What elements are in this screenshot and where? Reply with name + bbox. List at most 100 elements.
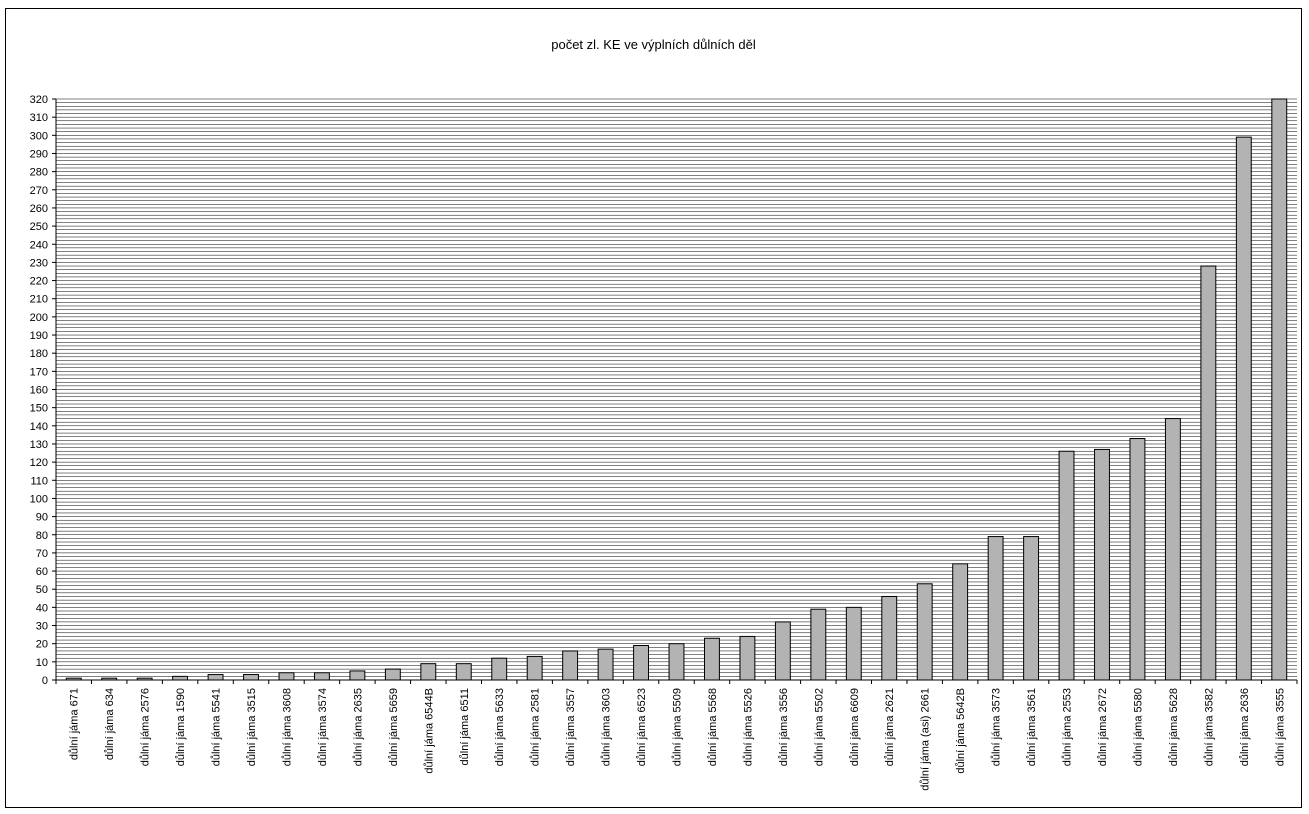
x-tick-label: důlní jáma 3603 (601, 688, 613, 766)
bar (1129, 438, 1146, 681)
bar (207, 674, 224, 681)
y-tick-label: 120 (30, 457, 48, 469)
y-tick-label: 90 (36, 512, 48, 524)
x-tick-label: důlní jáma 3556 (778, 688, 790, 766)
x-tick-label: důlní jáma 1590 (175, 688, 187, 766)
x-tick-label: důlní jáma 5502 (813, 688, 825, 766)
y-tick-label: 150 (30, 403, 48, 415)
y-tick-label: 160 (30, 385, 48, 397)
x-tick-label: důlní jáma 3515 (246, 688, 258, 766)
bar (987, 536, 1004, 681)
bar (491, 657, 508, 681)
bar (526, 655, 543, 681)
y-tick-label: 300 (30, 130, 48, 142)
x-tick-label: důlní jáma 3555 (1274, 688, 1286, 766)
bar (1164, 418, 1181, 681)
bar (136, 677, 153, 681)
y-tick-label: 270 (30, 185, 48, 197)
x-tick-label: důlní jáma 5633 (494, 688, 506, 766)
y-tick-label: 100 (30, 493, 48, 505)
x-tick-label: důlní jáma 3557 (565, 688, 577, 766)
y-tick-label: 50 (36, 584, 48, 596)
bar (420, 663, 437, 681)
y-tick-label: 30 (36, 621, 48, 633)
x-tick-label: důlní jáma 6544B (423, 688, 435, 774)
x-tick-label: důlní jáma 6511 (459, 688, 471, 765)
x-tick-label: důlní jáma 6609 (849, 688, 861, 766)
y-tick-label: 170 (30, 366, 48, 378)
y-tick-label: 310 (30, 112, 48, 124)
y-tick-label: 240 (30, 239, 48, 251)
x-tick-label: důlní jáma (asi) 2661 (920, 688, 932, 791)
x-tick-label: důlní jáma 6523 (636, 688, 648, 766)
bar (562, 650, 579, 681)
chart-title: počet zl. KE ve výplních důlních děl (551, 37, 756, 52)
x-tick-label: důlní jáma 3574 (317, 688, 329, 766)
x-tick-label: důlní jáma 5541 (211, 688, 223, 766)
bar (349, 670, 366, 681)
x-tick-label: důlní jáma 5509 (672, 688, 684, 766)
bar (1200, 265, 1217, 681)
y-tick-label: 220 (30, 276, 48, 288)
y-tick-label: 10 (36, 657, 48, 669)
x-tick-label: důlní jáma 2636 (1239, 688, 1251, 766)
x-tick-label: důlní jáma 2581 (530, 688, 542, 766)
bar (916, 583, 933, 681)
bar (952, 563, 969, 681)
y-tick-label: 20 (36, 639, 48, 651)
bar (668, 643, 685, 681)
bar (845, 606, 862, 681)
x-tick-label: důlní jáma 2672 (1097, 688, 1109, 766)
y-tick-label: 130 (30, 439, 48, 451)
bar (278, 672, 295, 681)
x-tick-label: důlní jáma 3608 (281, 688, 293, 766)
bar (597, 648, 614, 681)
y-tick-label: 250 (30, 221, 48, 233)
x-tick-label: důlní jáma 5659 (388, 688, 400, 766)
x-tick-label: důlní jáma 2621 (884, 688, 896, 766)
y-tick-label: 210 (30, 294, 48, 306)
y-tick-label: 180 (30, 348, 48, 360)
y-tick-label: 110 (30, 475, 48, 487)
x-tick-label: důlní jáma 2576 (140, 688, 152, 766)
x-tick-label: důlní jáma 3582 (1203, 688, 1215, 766)
x-tick-label: důlní jáma 3561 (1026, 688, 1038, 766)
bar (455, 663, 472, 681)
x-tick-label: důlní jáma 5642B (955, 688, 967, 774)
bar (384, 668, 401, 681)
y-tick-label: 60 (36, 566, 48, 578)
bar (1058, 450, 1075, 681)
x-tick-label: důlní jáma 671 (69, 688, 81, 760)
bar (243, 674, 259, 681)
bar (739, 635, 756, 681)
x-tick-label: důlní jáma 2553 (1062, 688, 1074, 766)
x-tick-label: důlní jáma 5628 (1168, 688, 1180, 766)
y-tick-label: 260 (30, 203, 48, 215)
y-tick-label: 230 (30, 257, 48, 269)
x-tick-label: důlní jáma 5580 (1132, 688, 1144, 766)
x-tick-label: důlní jáma 3573 (991, 688, 1003, 766)
x-tick-label: důlní jáma 634 (104, 688, 116, 760)
bar (774, 621, 791, 681)
bar (633, 645, 649, 681)
bar (101, 677, 118, 681)
bar (65, 677, 82, 681)
y-tick-label: 40 (36, 602, 48, 614)
y-tick-label: 320 (30, 94, 48, 106)
y-tick-label: 190 (30, 330, 48, 342)
x-tick-label: důlní jáma 5568 (707, 688, 719, 766)
bar (313, 672, 330, 681)
bar (1271, 98, 1288, 681)
bar (1023, 536, 1040, 681)
bar (1094, 448, 1110, 681)
x-tick-label: důlní jáma 2635 (352, 688, 364, 766)
bar (881, 595, 898, 681)
bar (810, 608, 827, 681)
y-tick-label: 80 (36, 530, 48, 542)
bar (704, 637, 720, 681)
x-tick-label: důlní jáma 5526 (742, 688, 754, 766)
y-tick-label: 290 (30, 148, 48, 160)
bar (172, 675, 189, 681)
y-tick-label: 140 (30, 421, 48, 433)
